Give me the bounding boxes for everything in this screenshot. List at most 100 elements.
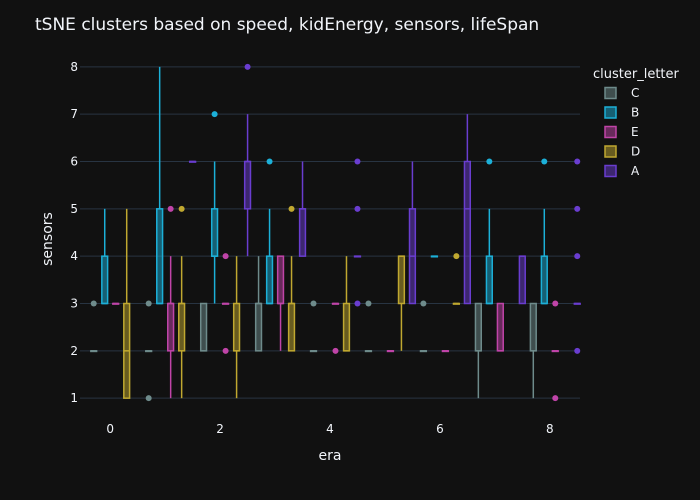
- box-d: [342, 256, 351, 352]
- box-b: [485, 158, 493, 305]
- series-a: [188, 63, 581, 354]
- x-tick-label: 6: [436, 422, 444, 436]
- box-a: [243, 63, 252, 257]
- legend-title: cluster_letter: [593, 67, 680, 82]
- legend-swatch: [604, 106, 617, 119]
- box-iqr: [265, 255, 274, 305]
- grid-layer: [80, 66, 580, 399]
- outlier-point: [574, 158, 581, 165]
- legend-label: D: [631, 145, 640, 159]
- outlier-point: [178, 205, 185, 212]
- box-b: [210, 111, 219, 304]
- x-tick-label: 0: [106, 422, 114, 436]
- box-c: [474, 302, 483, 399]
- x-axis-title: era: [319, 448, 342, 464]
- outlier-point: [266, 158, 273, 165]
- outlier-point: [167, 205, 174, 212]
- legend-label: E: [631, 125, 639, 139]
- legend-label: C: [631, 86, 639, 100]
- outlier-point: [211, 111, 218, 118]
- box-c: [364, 300, 373, 353]
- x-tick-label: 8: [546, 422, 554, 436]
- box-e: [112, 302, 120, 305]
- outlier-point: [354, 158, 361, 165]
- box-e: [331, 302, 340, 354]
- series-c: [90, 256, 537, 402]
- y-tick-label: 2: [70, 344, 78, 358]
- outlier-point: [244, 63, 251, 70]
- box-b: [101, 208, 109, 305]
- outlier-point: [574, 205, 581, 212]
- outlier-point: [574, 347, 581, 354]
- legend-label: A: [631, 164, 640, 178]
- box-iqr: [254, 302, 263, 352]
- plot-layer: [90, 63, 581, 402]
- box-d: [232, 256, 241, 399]
- box-iqr: [167, 302, 175, 352]
- box-e: [167, 205, 175, 399]
- box-d: [452, 253, 461, 305]
- box-e: [386, 350, 395, 353]
- outlier-point: [145, 395, 152, 402]
- box-iqr: [540, 255, 548, 305]
- series-e: [112, 205, 559, 402]
- y-tick-label: 3: [70, 297, 78, 311]
- y-tick-label: 6: [70, 155, 78, 169]
- box-c: [145, 300, 153, 402]
- series-d: [123, 205, 461, 399]
- box-e: [221, 253, 230, 354]
- chart-title: tSNE clusters based on speed, kidEnergy,…: [35, 15, 539, 35]
- y-axis-title: sensors: [40, 212, 56, 266]
- legend-swatch: [604, 86, 617, 100]
- legend-label: B: [631, 106, 639, 120]
- y-tick-label: 1: [70, 391, 78, 405]
- x-tick-label: 4: [326, 422, 334, 436]
- box-iqr: [463, 160, 472, 305]
- box-iqr: [210, 208, 219, 257]
- box-d: [123, 208, 131, 399]
- box-a: [188, 160, 197, 163]
- y-tick-label: 4: [70, 249, 78, 263]
- box-c: [254, 256, 263, 352]
- outlier-point: [541, 158, 548, 165]
- outlier-point: [453, 253, 460, 260]
- outlier-point: [486, 158, 493, 165]
- box-b: [430, 255, 439, 258]
- box-iqr: [342, 302, 351, 352]
- outlier-point: [90, 300, 97, 307]
- x-tick-label: 2: [216, 422, 224, 436]
- box-a: [353, 158, 362, 307]
- box-iqr: [397, 255, 406, 305]
- box-a: [408, 161, 417, 305]
- outlier-point: [420, 300, 427, 307]
- box-iqr: [529, 302, 537, 352]
- box-iqr: [156, 208, 164, 305]
- outlier-point: [222, 347, 229, 354]
- box-iqr: [276, 255, 285, 305]
- box-d: [287, 205, 296, 352]
- legend-swatch: [604, 125, 617, 139]
- box-c: [419, 300, 428, 353]
- box-b: [156, 66, 164, 305]
- legend-swatch: [604, 164, 617, 178]
- box-b: [265, 158, 274, 305]
- outlier-point: [310, 300, 317, 307]
- y-tick-label: 8: [70, 60, 78, 74]
- box-e: [551, 300, 559, 402]
- box-a: [463, 114, 472, 305]
- box-iqr: [177, 302, 186, 352]
- outlier-point: [145, 300, 152, 307]
- outlier-point: [222, 253, 229, 260]
- box-iqr: [243, 160, 252, 210]
- box-c: [529, 302, 537, 399]
- box-iqr: [298, 208, 307, 257]
- box-d: [177, 205, 186, 399]
- outlier-point: [552, 300, 559, 307]
- y-tick-label: 7: [70, 107, 78, 121]
- box-iqr: [474, 302, 483, 352]
- y-tick-label: 5: [70, 202, 78, 216]
- outlier-point: [332, 347, 339, 354]
